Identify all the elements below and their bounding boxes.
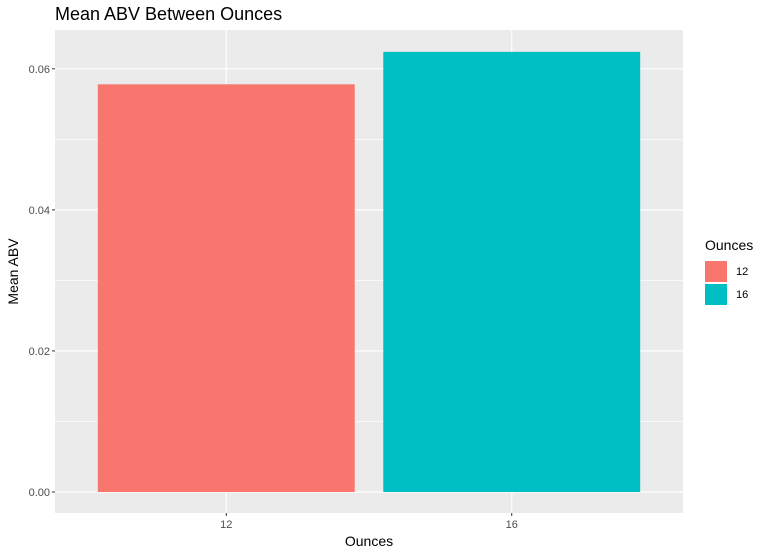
x-axis: 12 16 — [220, 513, 518, 531]
legend-key-16 — [705, 284, 727, 305]
y-axis: 0.00 0.02 0.04 0.06 — [29, 64, 55, 499]
y-tick-label: 0.04 — [29, 205, 50, 217]
y-tick-label: 0.06 — [29, 64, 50, 76]
legend-key-12 — [705, 261, 727, 282]
legend-label-12: 12 — [736, 266, 748, 278]
bar-12 — [97, 84, 355, 492]
bars — [97, 51, 641, 492]
x-tick-label: 12 — [220, 519, 232, 531]
legend: Ounces 12 16 — [705, 237, 753, 305]
y-tick-label: 0.02 — [29, 346, 50, 358]
bar-16 — [383, 51, 641, 492]
legend-label-16: 16 — [736, 289, 748, 301]
legend-title: Ounces — [705, 237, 753, 253]
y-axis-title: Mean ABV — [5, 238, 21, 305]
chart-title: Mean ABV Between Ounces — [55, 4, 282, 24]
y-tick-label: 0.00 — [29, 487, 50, 499]
x-tick-label: 16 — [506, 519, 518, 531]
x-axis-title: Ounces — [345, 533, 393, 549]
